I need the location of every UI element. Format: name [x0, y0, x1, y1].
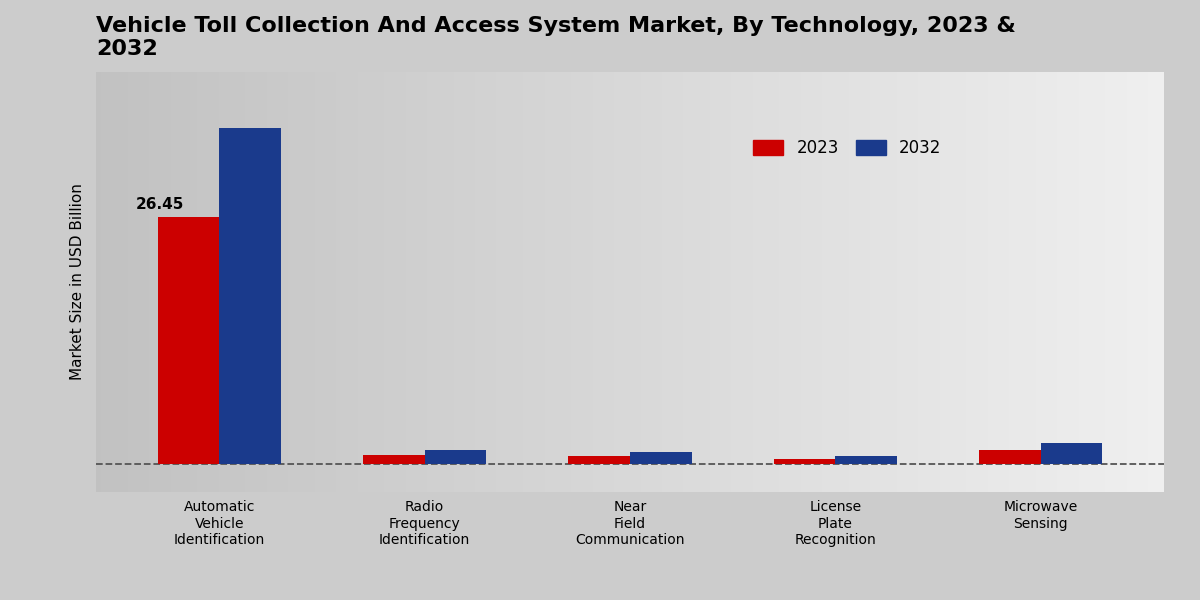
- Text: Vehicle Toll Collection And Access System Market, By Technology, 2023 &
2032: Vehicle Toll Collection And Access Syste…: [96, 16, 1016, 59]
- Text: 26.45: 26.45: [136, 197, 185, 212]
- Bar: [1040, 443, 1103, 464]
- Legend: 2023, 2032: 2023, 2032: [745, 131, 950, 166]
- Bar: [569, 456, 630, 464]
- Bar: [774, 459, 835, 464]
- Bar: [157, 217, 220, 464]
- Bar: [979, 450, 1040, 464]
- Bar: [630, 452, 691, 464]
- Bar: [220, 128, 281, 464]
- Bar: [835, 455, 898, 464]
- Bar: [425, 450, 486, 464]
- Y-axis label: Market Size in USD Billion: Market Size in USD Billion: [70, 184, 85, 380]
- Bar: [364, 455, 425, 464]
